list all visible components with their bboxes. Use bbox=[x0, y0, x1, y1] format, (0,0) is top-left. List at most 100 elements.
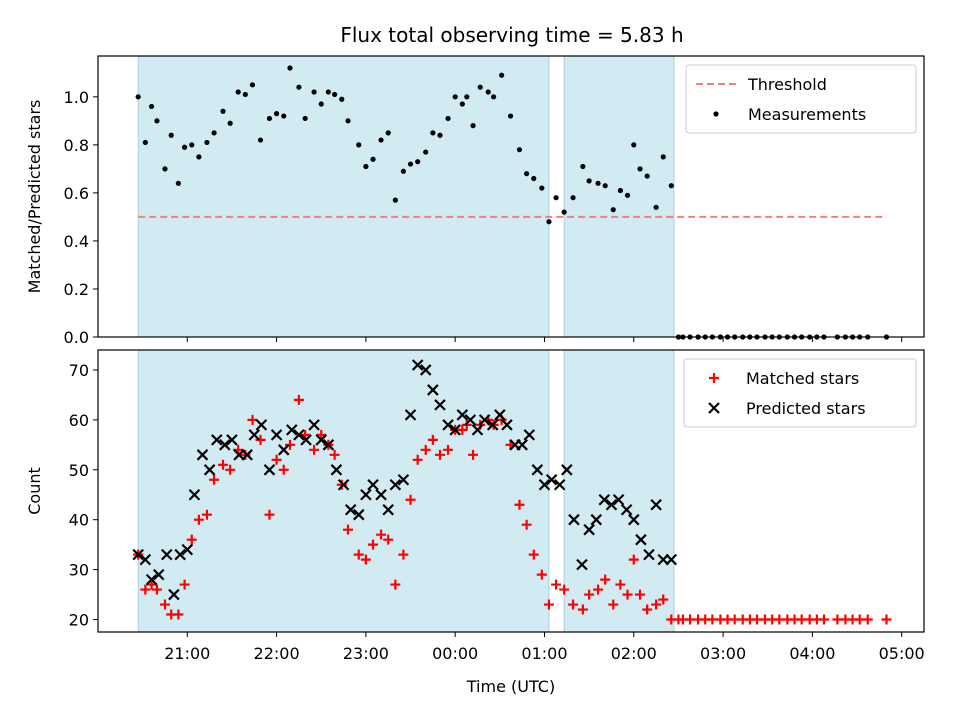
predicted-stars-point-70 bbox=[650, 498, 662, 511]
measurements-point-3 bbox=[154, 118, 160, 124]
matched-stars-point-36 bbox=[398, 549, 409, 560]
matched-stars-point-32 bbox=[368, 539, 379, 550]
xtick-label-0: 21:00 bbox=[164, 644, 210, 663]
matched-stars-point-19 bbox=[271, 454, 282, 465]
measurements-point-19 bbox=[273, 111, 280, 117]
measurements-point-27 bbox=[332, 91, 338, 98]
predicted-stars-point-16 bbox=[248, 429, 261, 441]
xtick-label-1: 22:00 bbox=[254, 644, 300, 663]
measurements-point-35 bbox=[392, 197, 398, 203]
matched-stars-point-27 bbox=[329, 449, 340, 460]
measurements-point-23 bbox=[302, 115, 308, 122]
matched-stars-point-60 bbox=[577, 604, 588, 615]
predicted-stars-point-8 bbox=[188, 488, 201, 501]
predicted-stars-point-36 bbox=[397, 473, 410, 486]
measurements-point-17 bbox=[257, 137, 264, 143]
bottom-legend: Matched stars Predicted stars bbox=[683, 358, 917, 428]
bottom-shaded-span-1 bbox=[563, 349, 675, 633]
measurements-point-61 bbox=[586, 178, 592, 184]
measurements-point-54 bbox=[531, 175, 537, 182]
measurements-point-38 bbox=[415, 159, 421, 165]
predicted-stars-point-45 bbox=[464, 414, 477, 426]
predicted-stars-point-1 bbox=[139, 553, 152, 566]
legend-matched-swatch bbox=[709, 373, 719, 383]
predicted-stars-point-38 bbox=[411, 359, 424, 371]
measurements-point-4 bbox=[162, 166, 168, 172]
matched-stars-point-13 bbox=[225, 464, 236, 475]
top-axes-frame bbox=[97, 55, 925, 338]
matched-stars-point-61 bbox=[584, 589, 595, 600]
predicted-stars-point-65 bbox=[612, 493, 625, 506]
bottom-ytick-label-1: 30 bbox=[69, 561, 89, 580]
matched-stars-point-16 bbox=[247, 414, 258, 425]
measurements-point-57 bbox=[553, 195, 559, 201]
measurements-point-8 bbox=[189, 142, 195, 148]
measurements-point-22 bbox=[296, 84, 302, 90]
predicted-stars-point-4 bbox=[160, 548, 173, 561]
matched-stars-point-35 bbox=[390, 579, 401, 590]
measurements-point-2 bbox=[148, 103, 155, 110]
matched-stars-point-63 bbox=[600, 574, 611, 585]
matched-stars-point-33 bbox=[376, 529, 387, 540]
bottom-panel-counts: 20 30 40 50 60 70 21:00 22:00 23:00 00:00 01:00 02:… bbox=[25, 349, 925, 696]
predicted-stars-point-13 bbox=[226, 434, 238, 446]
bottom-axes-frame bbox=[97, 349, 925, 633]
matched-stars-point-9 bbox=[193, 514, 204, 525]
predicted-stars-point-59 bbox=[568, 513, 580, 526]
predicted-stars-point-61 bbox=[583, 523, 595, 536]
measurements-point-67 bbox=[631, 142, 637, 148]
matched-stars-point-24 bbox=[309, 444, 320, 455]
top-shaded-span-0 bbox=[137, 55, 550, 338]
predicted-stars-point-37 bbox=[404, 409, 417, 421]
measurements-point-20 bbox=[281, 113, 287, 119]
predicted-stars-point-3 bbox=[152, 568, 165, 581]
predicted-stars-point-9 bbox=[196, 449, 209, 461]
matched-stars-point-21 bbox=[284, 439, 295, 450]
top-ylabel: Matched/Predicted stars bbox=[25, 100, 44, 294]
predicted-stars-point-49 bbox=[494, 409, 506, 421]
measurements-point-62 bbox=[595, 180, 601, 186]
predicted-stars-point-50 bbox=[501, 419, 513, 431]
matched-stars-point-2 bbox=[146, 579, 157, 590]
measurements-point-52 bbox=[516, 147, 523, 153]
measurements-point-71 bbox=[660, 154, 666, 160]
predicted-stars-point-44 bbox=[456, 409, 469, 421]
predicted-stars-point-60 bbox=[576, 558, 588, 571]
predicted-stars-point-41 bbox=[434, 399, 446, 411]
matched-stars-point-34 bbox=[383, 534, 394, 545]
measurements-point-40 bbox=[430, 130, 436, 136]
predicted-stars-point-35 bbox=[389, 478, 402, 491]
matched-stars-point-22 bbox=[293, 394, 304, 405]
measurements-point-44 bbox=[459, 101, 465, 107]
predicted-stars-point-52 bbox=[516, 439, 528, 451]
bottom-ytick-label-2: 40 bbox=[69, 511, 89, 530]
matched-stars-point-54 bbox=[528, 549, 539, 560]
predicted-stars-point-5 bbox=[168, 588, 180, 601]
bottom-ylabel: Count bbox=[25, 467, 44, 515]
bottom-ytick-label-3: 50 bbox=[69, 461, 89, 480]
predicted-stars-point-6 bbox=[174, 548, 186, 561]
predicted-stars-point-22 bbox=[293, 429, 305, 441]
top-ytick-label-4: 0.8 bbox=[64, 136, 89, 155]
predicted-stars-point-32 bbox=[367, 478, 379, 491]
bottom-legend-box bbox=[683, 358, 917, 428]
predicted-stars-point-0 bbox=[132, 548, 144, 561]
predicted-stars-point-31 bbox=[360, 488, 372, 501]
matched-stars-point-40 bbox=[427, 434, 438, 445]
legend-measurements-swatch bbox=[713, 111, 719, 117]
matched-stars-point-69 bbox=[642, 604, 653, 615]
matched-stars-point-64 bbox=[608, 599, 619, 610]
matched-stars-point-38 bbox=[412, 454, 423, 465]
measurements-point-59 bbox=[570, 195, 576, 201]
predicted-stars-point-12 bbox=[219, 439, 231, 451]
predicted-stars-point-28 bbox=[337, 478, 350, 491]
predicted-stars-point-42 bbox=[442, 419, 454, 431]
measurements-point-36 bbox=[400, 168, 406, 174]
measurements-point-29 bbox=[345, 118, 351, 124]
chart-title: Flux total observing time = 5.83 h bbox=[340, 23, 683, 47]
matched-stars-point-68 bbox=[635, 589, 646, 600]
predicted-stars-point-15 bbox=[241, 449, 253, 461]
predicted-stars-point-66 bbox=[620, 503, 633, 516]
xtick-label-2: 23:00 bbox=[343, 644, 389, 663]
measurements-point-43 bbox=[452, 94, 458, 100]
